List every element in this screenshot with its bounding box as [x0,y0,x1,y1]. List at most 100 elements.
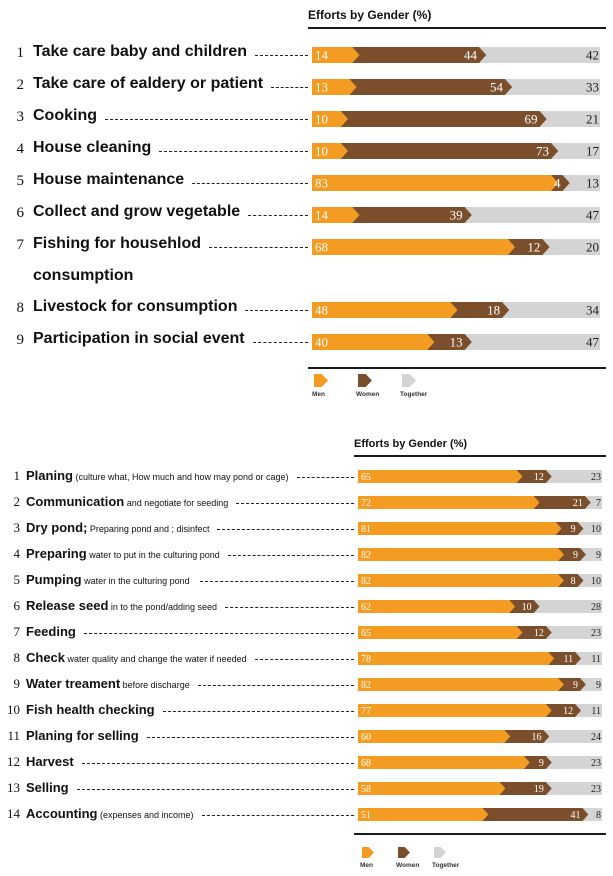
row-label-main: Preparing [26,546,87,561]
bottom-rule [354,833,606,835]
row-number: 9 [13,676,21,691]
data-label-together: 7 [596,498,601,509]
row-label-main: Check [26,650,66,665]
bar-segment-together [464,334,600,350]
data-label-men: 10 [315,112,328,127]
row-number: 7 [16,237,25,253]
data-label-men: 72 [361,498,371,509]
bar-segment-together [543,730,602,743]
data-label-women: 12 [534,472,544,483]
leader-line [200,580,354,582]
row-number: 2 [13,494,21,509]
row-label-detail: and negotiate for seeding [124,498,229,508]
row-label: Preparing water to put in the culturing … [26,545,220,563]
data-label-men: 14 [315,48,329,63]
bar-segment-women [352,47,487,63]
row-label-main: Release seed [26,598,109,613]
row-label: Planing (culture what, How much and how … [26,467,289,485]
bar-segment-men [312,79,357,95]
bar-segment-men [358,600,516,613]
bar-segment-women [533,496,591,509]
bar-segment-together [545,470,602,483]
row-label: Feeding [26,623,76,641]
bar-segment-women [427,334,472,350]
legend-label-women: Women [396,862,420,869]
data-label-men: 40 [315,335,328,350]
data-label-women: 69 [525,112,538,127]
bar-segment-men [358,496,540,509]
data-label-men: 14 [315,208,329,223]
bar-segment-together [545,756,602,769]
data-label-together: 11 [591,706,601,717]
data-label-together: 10 [591,576,601,587]
row-number: 9 [16,332,25,348]
row-number: 3 [13,520,21,535]
row-label-detail: water to put in the culturing pond [86,550,220,560]
data-label-women: 11 [564,654,574,665]
data-label-together: 23 [591,784,601,795]
bar-segment-together [582,808,602,821]
legend-label-men: Men [360,862,373,869]
bar-segment-men [358,470,523,483]
bar-segment-together [580,678,602,691]
bar-segment-women [516,470,552,483]
bar-segment-women [352,207,472,223]
row-label: Collect and grow vegetable [33,203,240,221]
data-label-men: 62 [361,602,371,613]
data-label-women: 21 [573,498,583,509]
leader-line [227,554,354,556]
bar-segment-women [450,302,510,318]
chart-title: Efforts by Gender (%) [354,438,468,450]
data-label-men: 68 [361,758,371,769]
bar-segment-together [504,79,600,95]
header-rule [308,27,606,29]
bar-segment-together [464,207,600,223]
bar-segment-together [551,143,600,159]
row-label: Harvest [26,753,74,771]
row-number: 11 [7,728,20,743]
row-label-detail: Preparing pond and ; disinfect [87,524,210,534]
row-label: Fishing for househlod [33,235,201,253]
bar-segment-together [542,239,600,255]
leader-line [104,119,308,120]
bar-segment-women [555,522,584,535]
bar-segment-men [312,239,516,255]
data-label-women: 9 [571,524,576,535]
leader-line [162,710,354,712]
bar-segment-men [358,678,564,691]
data-label-men: 60 [361,732,371,743]
bar-segment-together [479,47,600,63]
data-label-women: 12 [534,628,544,639]
bar-segment-men [358,704,552,717]
data-label-men: 83 [315,176,328,191]
data-label-together: 17 [586,144,600,159]
data-label-men: 82 [361,680,371,691]
bar-segment-men [312,143,348,159]
leader-line [192,183,308,184]
bar-segment-women [548,652,582,665]
data-label-men: 13 [315,80,328,95]
data-label-men: 81 [361,524,371,535]
row-label-detail: (expenses and income) [97,810,194,820]
bar-segment-together [539,111,600,127]
leader-line [245,310,308,311]
row-label: Pumping water in the culturing pond [26,571,190,589]
row-label-main: Water treament [26,676,121,691]
row-label-main: Fishing for househlod [33,235,201,252]
data-label-together: 11 [591,654,601,665]
header-rule [354,455,606,457]
row-label-detail: water quality and change the water if ne… [65,654,247,664]
legend-swatch-together [434,847,446,858]
legend-swatch-women [358,374,372,387]
bar-segment-women [509,600,540,613]
row-label: House cleaning [33,139,151,157]
bar-segment-together [577,522,602,535]
data-label-women: 18 [487,303,500,318]
leader-line [146,736,354,738]
data-label-together: 28 [591,602,601,613]
data-label-men: 48 [315,303,328,318]
row-label: Take care baby and children [33,43,247,61]
bar-segment-together [562,175,600,191]
bar-segment-women [516,626,552,639]
